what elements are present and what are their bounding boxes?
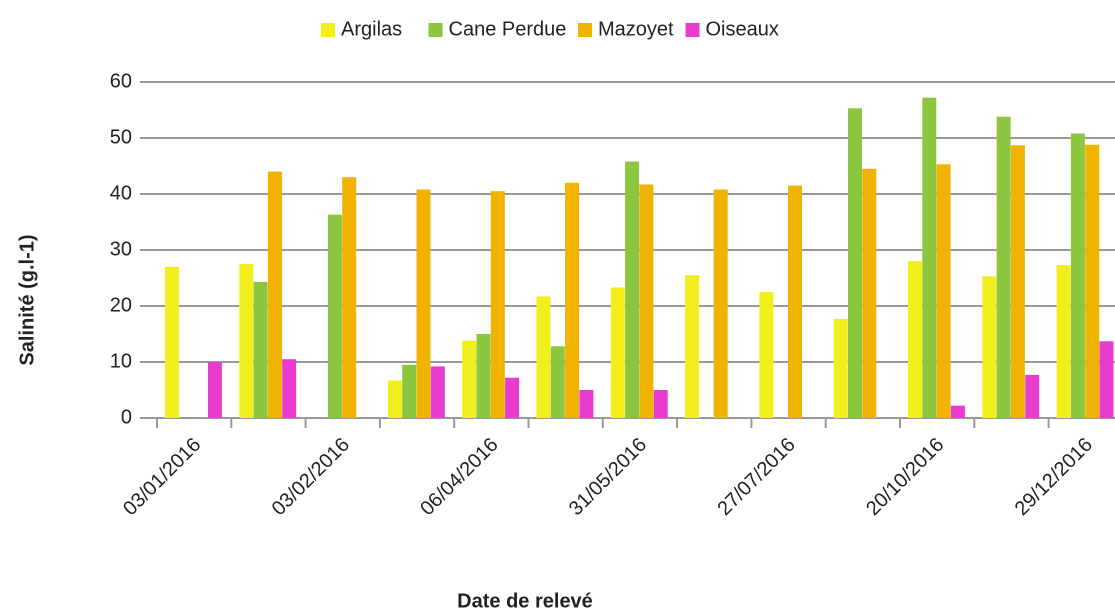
y-tick-label: 20 [110,294,132,316]
legend-swatch [428,23,443,37]
bar [759,292,774,418]
bar [908,261,922,418]
x-tick-label: 03/01/2016 [119,434,205,520]
y-tick-label: 60 [110,70,132,92]
bar [788,185,802,418]
bar [505,377,520,418]
bar [253,281,268,418]
bar [1010,145,1025,418]
bar [239,264,254,418]
bar [402,364,417,418]
bar [653,390,668,418]
bar [950,405,965,418]
legend-label: Mazoyet [598,18,674,40]
y-tick-label: 40 [110,182,132,204]
bar [476,334,491,418]
bar [207,362,222,418]
x-axis-title: Date de relevé [457,590,593,612]
bar [862,168,877,418]
bar [639,184,654,418]
x-tick-label: 27/07/2016 [713,434,799,520]
bar [579,390,594,418]
legend-label: Oiseaux [706,18,779,40]
legend-swatch [685,23,700,37]
bar [982,276,997,418]
bar [1085,144,1100,418]
y-tick-label: 30 [110,238,132,260]
y-axis-title: Salinité (g.l-1) [16,234,38,365]
legend-swatch [321,23,335,37]
legend-swatch [578,23,592,37]
y-tick-label: 50 [110,126,132,148]
x-tick-label: 03/02/2016 [268,434,354,520]
y-tick-label: 10 [110,350,132,372]
bar [327,214,342,418]
bar [1070,133,1085,418]
bar [550,346,565,418]
bar [282,359,297,418]
bar [848,108,862,418]
bar [833,318,848,418]
bar [462,340,477,418]
bar [922,97,937,419]
bar [565,182,580,418]
bar [536,296,551,418]
bar [1056,265,1071,418]
x-tick-label: 31/05/2016 [565,434,651,520]
bar [713,189,728,418]
bar [430,366,445,418]
bar [936,164,951,418]
bar [625,161,640,418]
bar [1025,374,1040,418]
bar [387,380,402,418]
bar [342,177,357,418]
x-tick-label: 06/04/2016 [416,434,502,520]
x-tick-label: 29/12/2016 [1011,434,1097,520]
bar [267,171,282,418]
y-tick-label: 0 [121,406,132,428]
bar [165,266,179,418]
bar [685,275,700,418]
bar [996,116,1011,418]
legend-label: Argilas [341,18,402,40]
bar [490,191,505,418]
legend-label: Cane Perdue [449,18,567,40]
bar [1099,341,1114,418]
bar [610,287,625,418]
bar [416,189,431,418]
x-tick-label: 20/10/2016 [862,434,948,520]
